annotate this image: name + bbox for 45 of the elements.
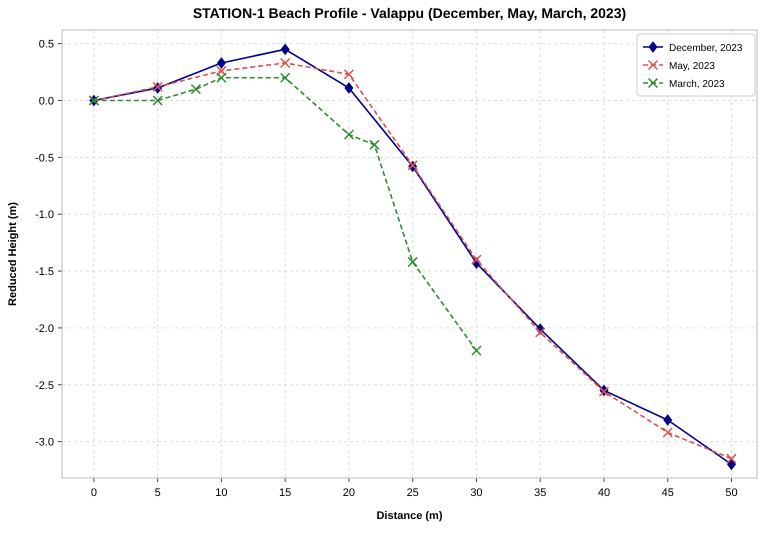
y-tick-label: -3.0	[35, 436, 54, 449]
y-tick-label: -2.0	[35, 322, 54, 335]
x-tick-label: 50	[725, 487, 738, 499]
point	[534, 327, 546, 338]
y-tick-label: -1.5	[35, 266, 54, 278]
chart-title: STATION-1 Beach Profile - Valappu (December, May, March, 2023)	[192, 5, 626, 21]
x-tick-label: 15	[279, 487, 292, 499]
x-tick-label: 5	[154, 487, 161, 499]
point	[280, 58, 290, 68]
x-tick-label: 20	[342, 487, 356, 499]
point	[216, 66, 227, 76]
x-tick-label: 40	[598, 487, 610, 499]
point	[726, 453, 737, 464]
y-tick-label: -2.5	[35, 380, 54, 392]
y-tick-label: 0.0	[38, 95, 54, 108]
point	[280, 72, 290, 84]
point	[663, 414, 672, 426]
x-tick-label: 10	[215, 487, 228, 499]
y-tick-label: 0.5	[38, 38, 54, 51]
point	[369, 140, 380, 150]
point	[216, 72, 227, 84]
x-tick-label: 0	[90, 487, 97, 499]
x-tick-label: 25	[406, 487, 419, 499]
x-tick-label: 30	[470, 487, 483, 499]
point	[216, 57, 226, 69]
point	[662, 427, 673, 438]
legend-label: December, 2023	[669, 43, 743, 54]
x-tick-label: 35	[534, 487, 546, 499]
point	[471, 254, 482, 265]
point	[152, 95, 163, 106]
legend-label: May, 2023	[669, 61, 716, 72]
point	[344, 129, 354, 140]
y-axis-title: Reduced Height (m)	[7, 202, 19, 306]
point	[471, 345, 482, 356]
point	[726, 458, 736, 470]
point	[280, 43, 290, 56]
y-tick-label: -1.0	[35, 209, 54, 222]
legend-label: March, 2023	[669, 79, 726, 90]
point	[407, 256, 418, 268]
point	[344, 69, 354, 80]
y-tick-label: -0.5	[35, 152, 54, 164]
x-axis-title: Distance (m)	[376, 510, 443, 522]
point	[344, 82, 354, 94]
point	[190, 84, 202, 94]
x-tick-label: 45	[662, 487, 674, 499]
